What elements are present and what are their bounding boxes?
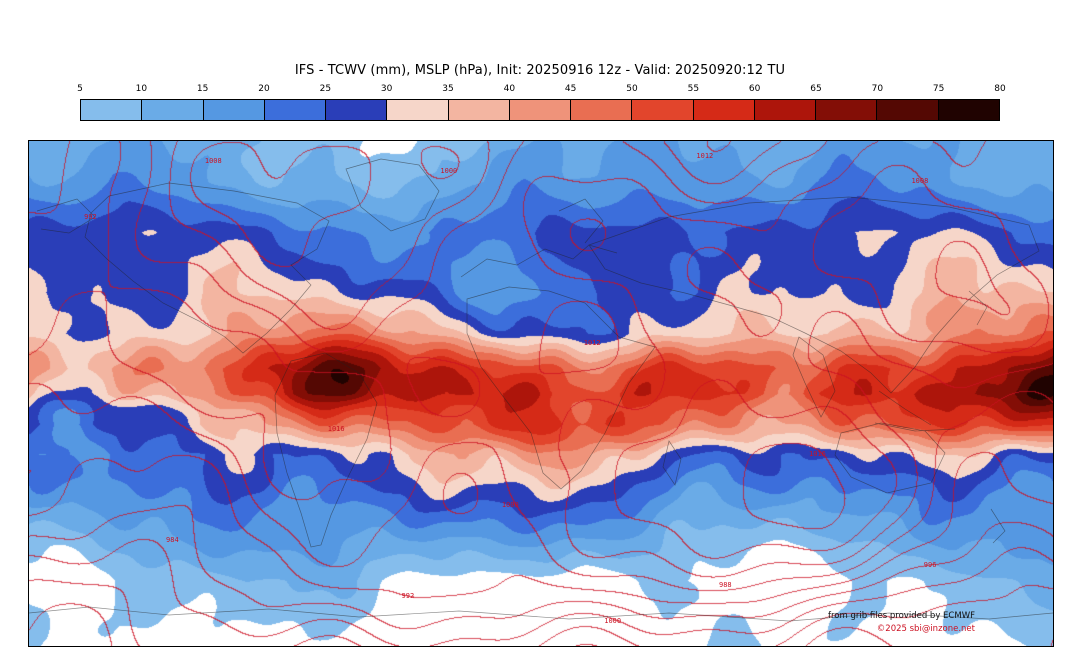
colorbar-tick: 70 — [871, 84, 884, 94]
credit-copyright: ©2025 sbi@inzone.net — [876, 623, 975, 634]
colorbar-segment — [693, 100, 755, 120]
colorbar-segment — [387, 100, 449, 120]
colorbar-segment — [264, 100, 327, 120]
colorbar-segment — [571, 100, 633, 120]
colorbar-tick: 20 — [258, 84, 270, 94]
colorbar-segment — [326, 100, 388, 120]
world-map-panel: 1008 1000 1012 1008 992 1012 1016 1016 1000 984 99… — [28, 140, 1054, 647]
credits: from grib files provided by ECMWF ©2025 … — [828, 610, 975, 636]
colorbar-tick: 75 — [932, 84, 945, 94]
colorbar: 5 10 15 20 25 30 35 40 45 50 55 60 65 70 75 80 — [77, 84, 1006, 121]
colorbar-segment — [754, 100, 817, 120]
colorbar-tick: 30 — [380, 84, 393, 94]
colorbar-tick: 45 — [564, 84, 577, 94]
colorbar-tick: 65 — [810, 84, 822, 94]
colorbar-tick: 50 — [626, 84, 638, 94]
colorbar-ticks: 5 10 15 20 25 30 35 40 45 50 55 60 65 70 75 80 — [77, 84, 1006, 96]
colorbar-segment — [509, 100, 572, 120]
colorbar-tick: 15 — [196, 84, 209, 94]
colorbar-segment — [142, 100, 204, 120]
colorbar-tick: 10 — [135, 84, 148, 94]
colorbar-tick: 35 — [442, 84, 454, 94]
chart-title: IFS - TCWV (mm), MSLP (hPa), Init: 20250… — [294, 63, 786, 78]
colorbar-segment — [877, 100, 939, 120]
colorbar-tick: 60 — [748, 84, 761, 94]
tcwv-field-canvas — [29, 141, 1053, 646]
colorbar-tick: 5 — [77, 84, 83, 94]
colorbar-tick: 55 — [687, 84, 700, 94]
colorbar-segment — [938, 100, 999, 120]
colorbar-tick: 80 — [994, 84, 1006, 94]
colorbar-tick: 40 — [503, 84, 516, 94]
colorbar-tick: 25 — [319, 84, 332, 94]
colorbar-scale — [80, 99, 1000, 121]
credit-ecmwf: from grib files provided by ECMWF — [828, 610, 975, 621]
colorbar-segment — [203, 100, 265, 120]
colorbar-segment — [632, 100, 694, 120]
colorbar-segment — [816, 100, 878, 120]
colorbar-segment — [81, 100, 143, 120]
colorbar-segment — [448, 100, 510, 120]
